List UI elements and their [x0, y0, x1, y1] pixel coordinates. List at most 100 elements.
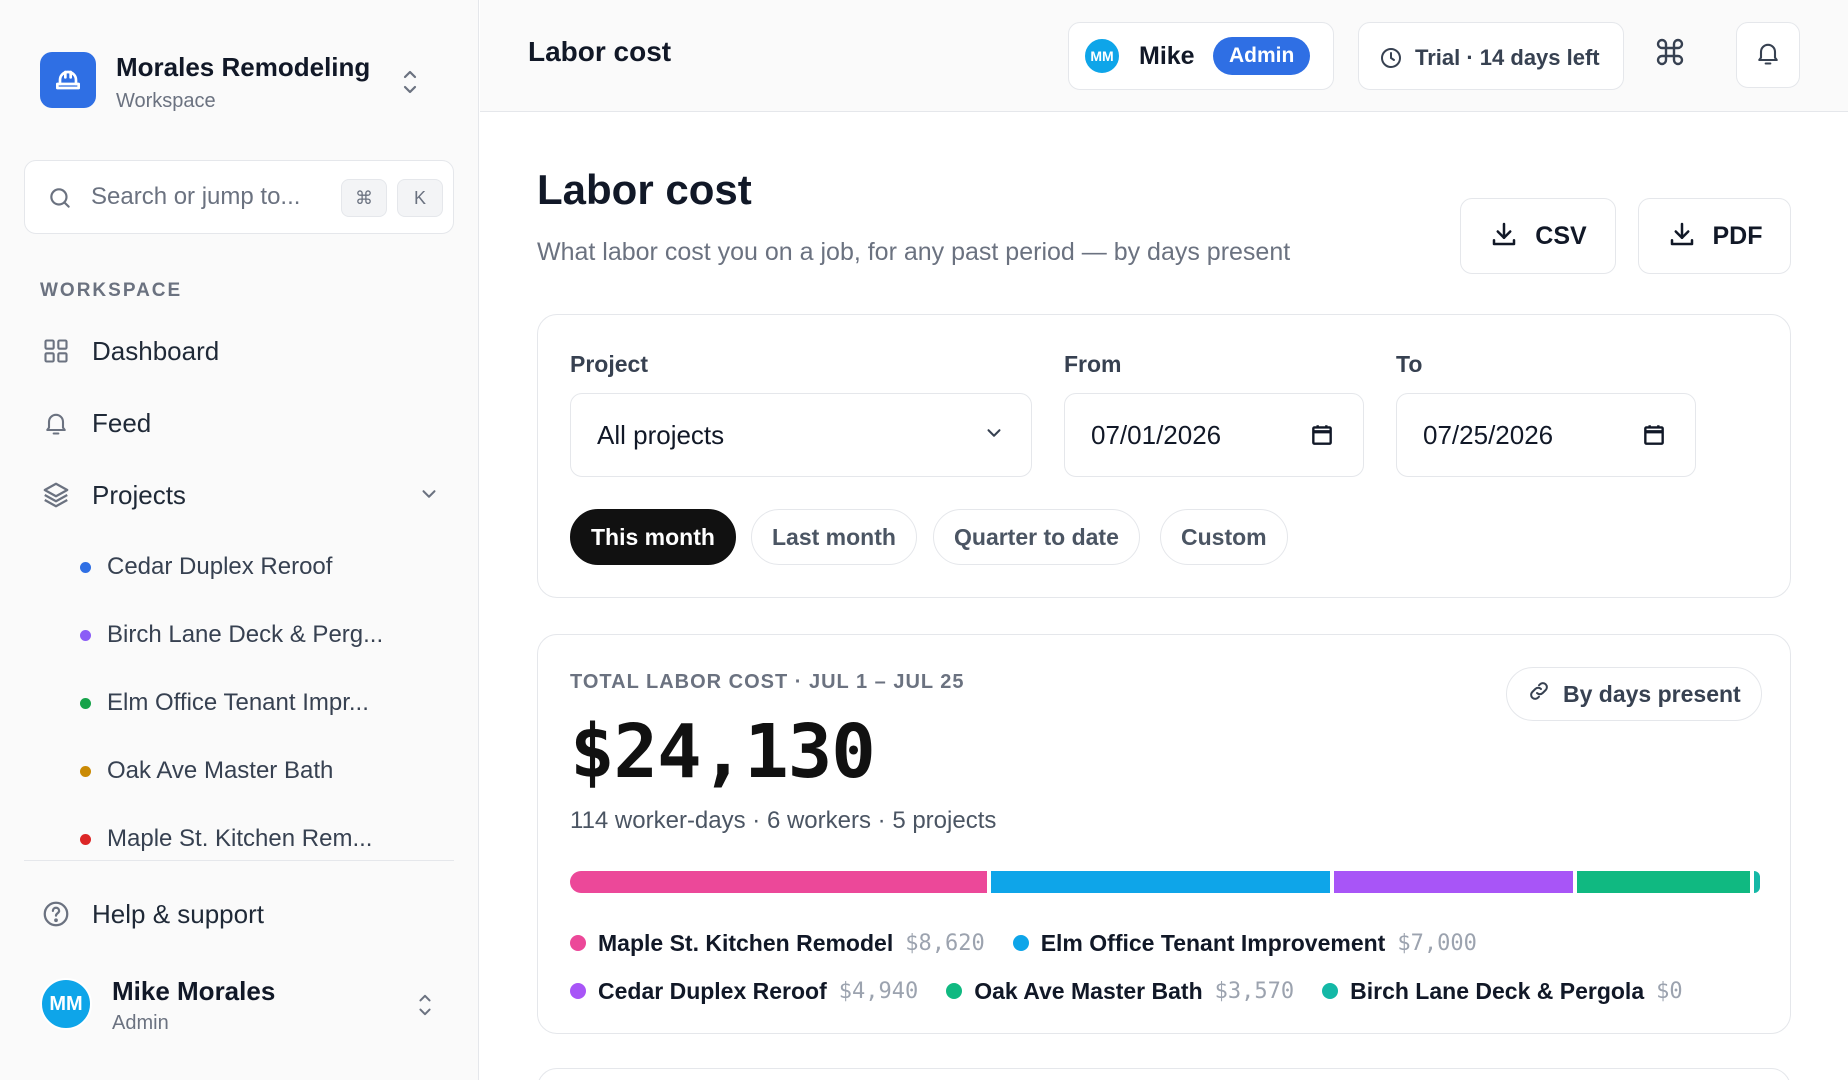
- sidebar-item-feed[interactable]: Feed: [40, 399, 440, 447]
- project-color-dot: [80, 697, 91, 709]
- sidebar-item-projects[interactable]: Projects: [40, 471, 440, 519]
- breakdown-bar-segment: [1577, 871, 1750, 893]
- sidebar-item-label: Projects: [92, 479, 186, 510]
- sidebar-project-item[interactable]: Cedar Duplex Reroof: [80, 547, 420, 587]
- search-icon: [47, 185, 73, 216]
- legend-item: Birch Lane Deck & Pergola $0: [1322, 978, 1683, 1005]
- page-subtitle: What labor cost you on a job, for any pa…: [537, 238, 1291, 266]
- sidebar-project-label: Cedar Duplex Reroof: [107, 553, 333, 580]
- project-color-dot: [80, 629, 91, 641]
- sidebar-item-help[interactable]: Help & support: [40, 890, 440, 938]
- workspace-subtitle: Workspace: [116, 90, 216, 112]
- legend-item: Oak Ave Master Bath $3,570: [946, 978, 1294, 1005]
- legend-item: Maple St. Kitchen Remodel $8,620: [570, 930, 985, 957]
- command-icon[interactable]: [1654, 36, 1686, 73]
- shortcut-key-k: K: [397, 179, 443, 217]
- search-placeholder: Search or jump to...: [91, 183, 301, 210]
- legend-project-name: Cedar Duplex Reroof: [598, 977, 827, 1004]
- top-bar: Labor cost MM Mike Admin Trial · 14 days…: [480, 0, 1848, 112]
- project-color-dot: [80, 765, 91, 777]
- topbar-title: Labor cost: [528, 36, 672, 67]
- legend-color-dot: [570, 935, 586, 951]
- trial-label: Trial · 14 days left: [1415, 45, 1600, 70]
- cost-breakdown-bar: [570, 871, 1760, 893]
- preset-this-month[interactable]: This month: [570, 509, 736, 565]
- sidebar-item-label: Feed: [92, 407, 152, 438]
- preset-custom[interactable]: Custom: [1160, 509, 1288, 565]
- download-icon: [1489, 219, 1519, 254]
- workspace-switcher[interactable]: Morales Remodeling Workspace: [40, 52, 440, 118]
- project-color-dot: [80, 833, 91, 845]
- next-card: [537, 1068, 1791, 1080]
- allocation-method-button[interactable]: By days present: [1506, 667, 1762, 721]
- breakdown-bar-segment: [991, 871, 1331, 893]
- export-pdf-label: PDF: [1712, 221, 1763, 250]
- legend-project-amount: $3,570: [1214, 978, 1295, 1004]
- page-title: Labor cost: [537, 166, 752, 213]
- sidebar-project-label: Maple St. Kitchen Rem...: [107, 825, 373, 852]
- chevron-down-icon[interactable]: [418, 483, 440, 510]
- calendar-icon[interactable]: [1309, 422, 1335, 453]
- sidebar-project-label: Birch Lane Deck & Perg...: [107, 621, 384, 648]
- bell-icon: [1754, 39, 1782, 72]
- layers-icon: [40, 479, 72, 511]
- legend-project-amount: $4,940: [838, 978, 919, 1004]
- breakdown-bar-segment: [1334, 871, 1574, 893]
- legend-color-dot: [1012, 935, 1029, 951]
- legend-project-name: Birch Lane Deck & Pergola: [1350, 977, 1645, 1004]
- to-date-input[interactable]: 07/25/2026: [1396, 393, 1696, 477]
- legend-project-amount: $7,000: [1397, 930, 1477, 956]
- help-circle-icon: [40, 898, 72, 930]
- export-pdf-button[interactable]: PDF: [1638, 198, 1791, 274]
- sidebar-item-dashboard[interactable]: Dashboard: [40, 327, 440, 375]
- workspace-name: Morales Remodeling: [116, 52, 371, 82]
- notifications-button[interactable]: [1736, 22, 1800, 88]
- breakdown-bar-segment: [570, 871, 988, 893]
- sidebar-project-item[interactable]: Oak Ave Master Bath: [80, 751, 420, 791]
- sidebar-item-label: Dashboard: [92, 335, 220, 366]
- legend-project-name: Maple St. Kitchen Remodel: [598, 929, 894, 956]
- user-menu[interactable]: MM Mike Morales Admin: [40, 976, 440, 1036]
- total-stats: 114 worker-days · 6 workers · 5 projects: [570, 807, 997, 834]
- project-select[interactable]: All projects: [570, 393, 1032, 477]
- total-amount: $24,130: [570, 709, 876, 795]
- legend-project-name: Oak Ave Master Bath: [974, 977, 1203, 1004]
- search-input[interactable]: Search or jump to... ⌘ K: [24, 160, 454, 234]
- chevrons-up-down-icon[interactable]: [398, 66, 422, 98]
- sidebar-project-item[interactable]: Maple St. Kitchen Rem...: [80, 819, 420, 859]
- chevrons-up-down-icon[interactable]: [414, 990, 436, 1025]
- chevron-down-icon: [983, 422, 1005, 449]
- avatar: MM: [1083, 37, 1121, 75]
- export-csv-button[interactable]: CSV: [1460, 198, 1616, 274]
- legend-color-dot: [946, 983, 963, 999]
- total-labor-cost-card: TOTAL LABOR COST · JUL 1 – JUL 25 $24,13…: [537, 634, 1791, 1034]
- allocation-method-label: By days present: [1563, 680, 1741, 707]
- trial-status-button[interactable]: Trial · 14 days left: [1358, 22, 1624, 90]
- export-csv-label: CSV: [1535, 221, 1587, 250]
- from-date-input[interactable]: 07/01/2026: [1064, 393, 1364, 477]
- role-badge: Admin: [1213, 37, 1311, 75]
- link-icon: [1527, 679, 1551, 709]
- avatar: MM: [40, 978, 92, 1030]
- legend-item: Elm Office Tenant Improvement $7,000: [1012, 930, 1477, 957]
- calendar-icon[interactable]: [1641, 422, 1667, 453]
- sidebar-project-item[interactable]: Elm Office Tenant Impr...: [80, 683, 420, 723]
- breakdown-bar-segment: [1754, 871, 1760, 893]
- preset-last-month[interactable]: Last month: [751, 509, 917, 565]
- to-date-value: 07/25/2026: [1423, 420, 1554, 450]
- project-select-value: All projects: [597, 420, 725, 450]
- shortcut-key-cmd: ⌘: [341, 179, 387, 217]
- user-name: Mike Morales: [112, 976, 276, 1006]
- grid-icon: [40, 335, 72, 367]
- to-date-label: To: [1396, 351, 1423, 377]
- current-user-pill[interactable]: MM Mike Admin: [1068, 22, 1334, 90]
- from-date-label: From: [1064, 351, 1122, 377]
- clock-icon: [1379, 46, 1403, 75]
- filters-card: Project All projects From 07/01/2026 To …: [537, 314, 1791, 598]
- project-color-dot: [80, 561, 91, 573]
- legend-project-amount: $8,620: [905, 930, 985, 956]
- preset-quarter-to-date[interactable]: Quarter to date: [933, 509, 1140, 565]
- from-date-value: 07/01/2026: [1091, 420, 1222, 450]
- sidebar-project-item[interactable]: Birch Lane Deck & Perg...: [80, 615, 420, 655]
- bell-icon: [40, 407, 72, 439]
